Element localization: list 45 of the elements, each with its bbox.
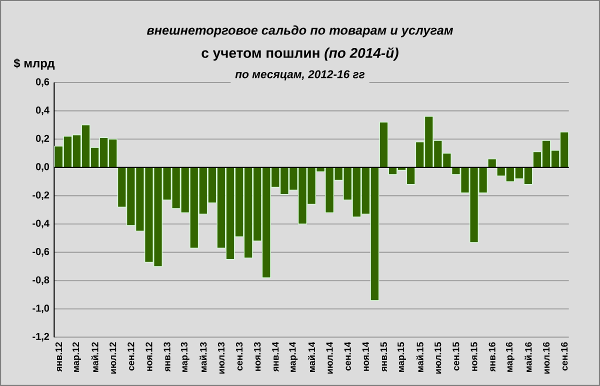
x-tick-label: июл.16 bbox=[542, 342, 550, 374]
x-tick-label: май.14 bbox=[308, 342, 316, 372]
x-tick-label: янв.15 bbox=[380, 342, 387, 372]
x-tick-label: мар.14 bbox=[289, 342, 298, 372]
x-tick-label: июл.12 bbox=[110, 342, 116, 374]
x-tick-label: июл.15 bbox=[434, 342, 442, 374]
x-tick-label: янв.14 bbox=[272, 342, 279, 372]
y-tick-label: 0,6 bbox=[36, 78, 50, 87]
x-tick-label: ноя.13 bbox=[254, 342, 261, 371]
x-tick-label: май.12 bbox=[91, 342, 98, 372]
x-tick-label: май.15 bbox=[416, 342, 424, 372]
y-axis-title: $ млрд bbox=[14, 58, 55, 70]
x-tick-label: мар.13 bbox=[180, 342, 190, 372]
y-tick-label: 0,2 bbox=[36, 134, 50, 144]
x-tick-label: сен.14 bbox=[344, 342, 351, 371]
x-tick-label: май.16 bbox=[524, 342, 532, 372]
x-tick-label: сен.15 bbox=[452, 342, 460, 371]
y-tick-label: 0,0 bbox=[36, 163, 50, 172]
x-tick-label: июл.14 bbox=[326, 342, 333, 374]
x-tick-label: мар.12 bbox=[72, 342, 81, 372]
bar bbox=[379, 122, 388, 168]
bar bbox=[488, 158, 497, 168]
x-tick-label: янв.16 bbox=[488, 342, 496, 372]
x-tick-label: мар.15 bbox=[398, 342, 406, 372]
x-tick-label: янв.13 bbox=[164, 342, 170, 372]
x-tick-label: мар.16 bbox=[506, 342, 514, 372]
x-tick-label: май.13 bbox=[200, 342, 207, 372]
y-tick-label: 0,4 bbox=[36, 106, 50, 116]
y-tick-label: -0,8 bbox=[32, 276, 50, 285]
chart-subtitle: с учетом пошлин (по 2014-й) bbox=[202, 47, 398, 61]
y-tick-label: -0,4 bbox=[32, 220, 50, 228]
x-tick-label: ноя.14 bbox=[362, 342, 369, 371]
y-tick-label: -0,2 bbox=[32, 191, 50, 200]
x-tick-label: сен.16 bbox=[561, 342, 568, 371]
x-tick-label: ноя.12 bbox=[146, 342, 152, 371]
x-tick-label: сен.12 bbox=[128, 342, 134, 371]
x-tick-label: янв.12 bbox=[55, 342, 62, 372]
y-tick-label: -1,0 bbox=[32, 304, 50, 314]
y-tick-label: -0,6 bbox=[32, 248, 50, 257]
y-tick-label: -1,2 bbox=[32, 332, 50, 342]
text: по месяцам, 2012-16 гг bbox=[235, 70, 365, 80]
x-tick-label: ноя.15 bbox=[470, 342, 478, 371]
chart-title: внешнеторговое сальдо по товарам и услугам bbox=[146, 25, 454, 38]
x-tick-label: июл.13 bbox=[218, 342, 225, 374]
x-tick-label: сен.13 bbox=[236, 342, 243, 371]
